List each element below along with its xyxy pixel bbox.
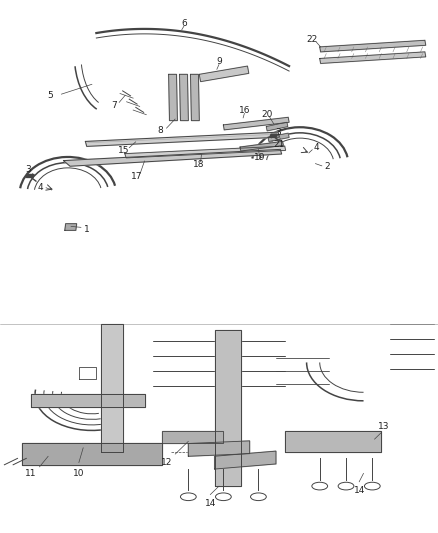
Polygon shape: [266, 122, 288, 131]
Polygon shape: [240, 141, 283, 151]
Polygon shape: [101, 324, 123, 452]
Polygon shape: [320, 52, 426, 63]
Text: 4: 4: [38, 183, 43, 192]
Text: 11: 11: [25, 469, 36, 478]
Polygon shape: [199, 66, 249, 82]
Text: 9: 9: [216, 56, 222, 66]
Text: 12: 12: [161, 458, 172, 467]
Polygon shape: [188, 441, 250, 456]
Text: 18: 18: [193, 160, 205, 169]
Text: 14: 14: [205, 499, 216, 507]
Text: 7: 7: [111, 101, 117, 110]
Text: 13: 13: [378, 422, 389, 431]
Text: 22: 22: [306, 36, 318, 44]
Polygon shape: [64, 149, 282, 166]
Text: 3: 3: [25, 165, 32, 174]
Text: 19: 19: [254, 153, 265, 162]
Polygon shape: [125, 146, 286, 158]
Text: 20: 20: [261, 109, 273, 118]
Text: 16: 16: [239, 106, 250, 115]
Text: 3: 3: [276, 128, 282, 136]
Text: 15: 15: [118, 146, 129, 155]
Text: 21: 21: [273, 140, 284, 149]
Polygon shape: [65, 224, 77, 230]
Text: 2: 2: [325, 163, 330, 172]
Text: 5: 5: [47, 91, 53, 100]
Text: 6: 6: [181, 19, 187, 28]
Polygon shape: [180, 74, 188, 120]
Text: 10: 10: [73, 469, 85, 478]
Polygon shape: [169, 74, 177, 120]
Polygon shape: [26, 174, 34, 177]
Polygon shape: [79, 367, 96, 379]
Polygon shape: [285, 431, 381, 452]
Polygon shape: [31, 394, 145, 407]
Text: 1: 1: [84, 224, 90, 233]
Polygon shape: [320, 41, 426, 52]
Text: 8: 8: [158, 126, 164, 135]
Polygon shape: [270, 134, 277, 137]
Text: 14: 14: [353, 486, 365, 495]
Polygon shape: [191, 74, 199, 120]
Polygon shape: [85, 132, 279, 147]
Text: 4: 4: [314, 143, 319, 152]
Polygon shape: [22, 443, 162, 465]
Text: 17: 17: [131, 172, 143, 181]
Polygon shape: [215, 330, 241, 486]
Polygon shape: [223, 117, 289, 130]
Polygon shape: [268, 133, 289, 141]
Polygon shape: [162, 431, 223, 443]
Polygon shape: [215, 451, 276, 469]
